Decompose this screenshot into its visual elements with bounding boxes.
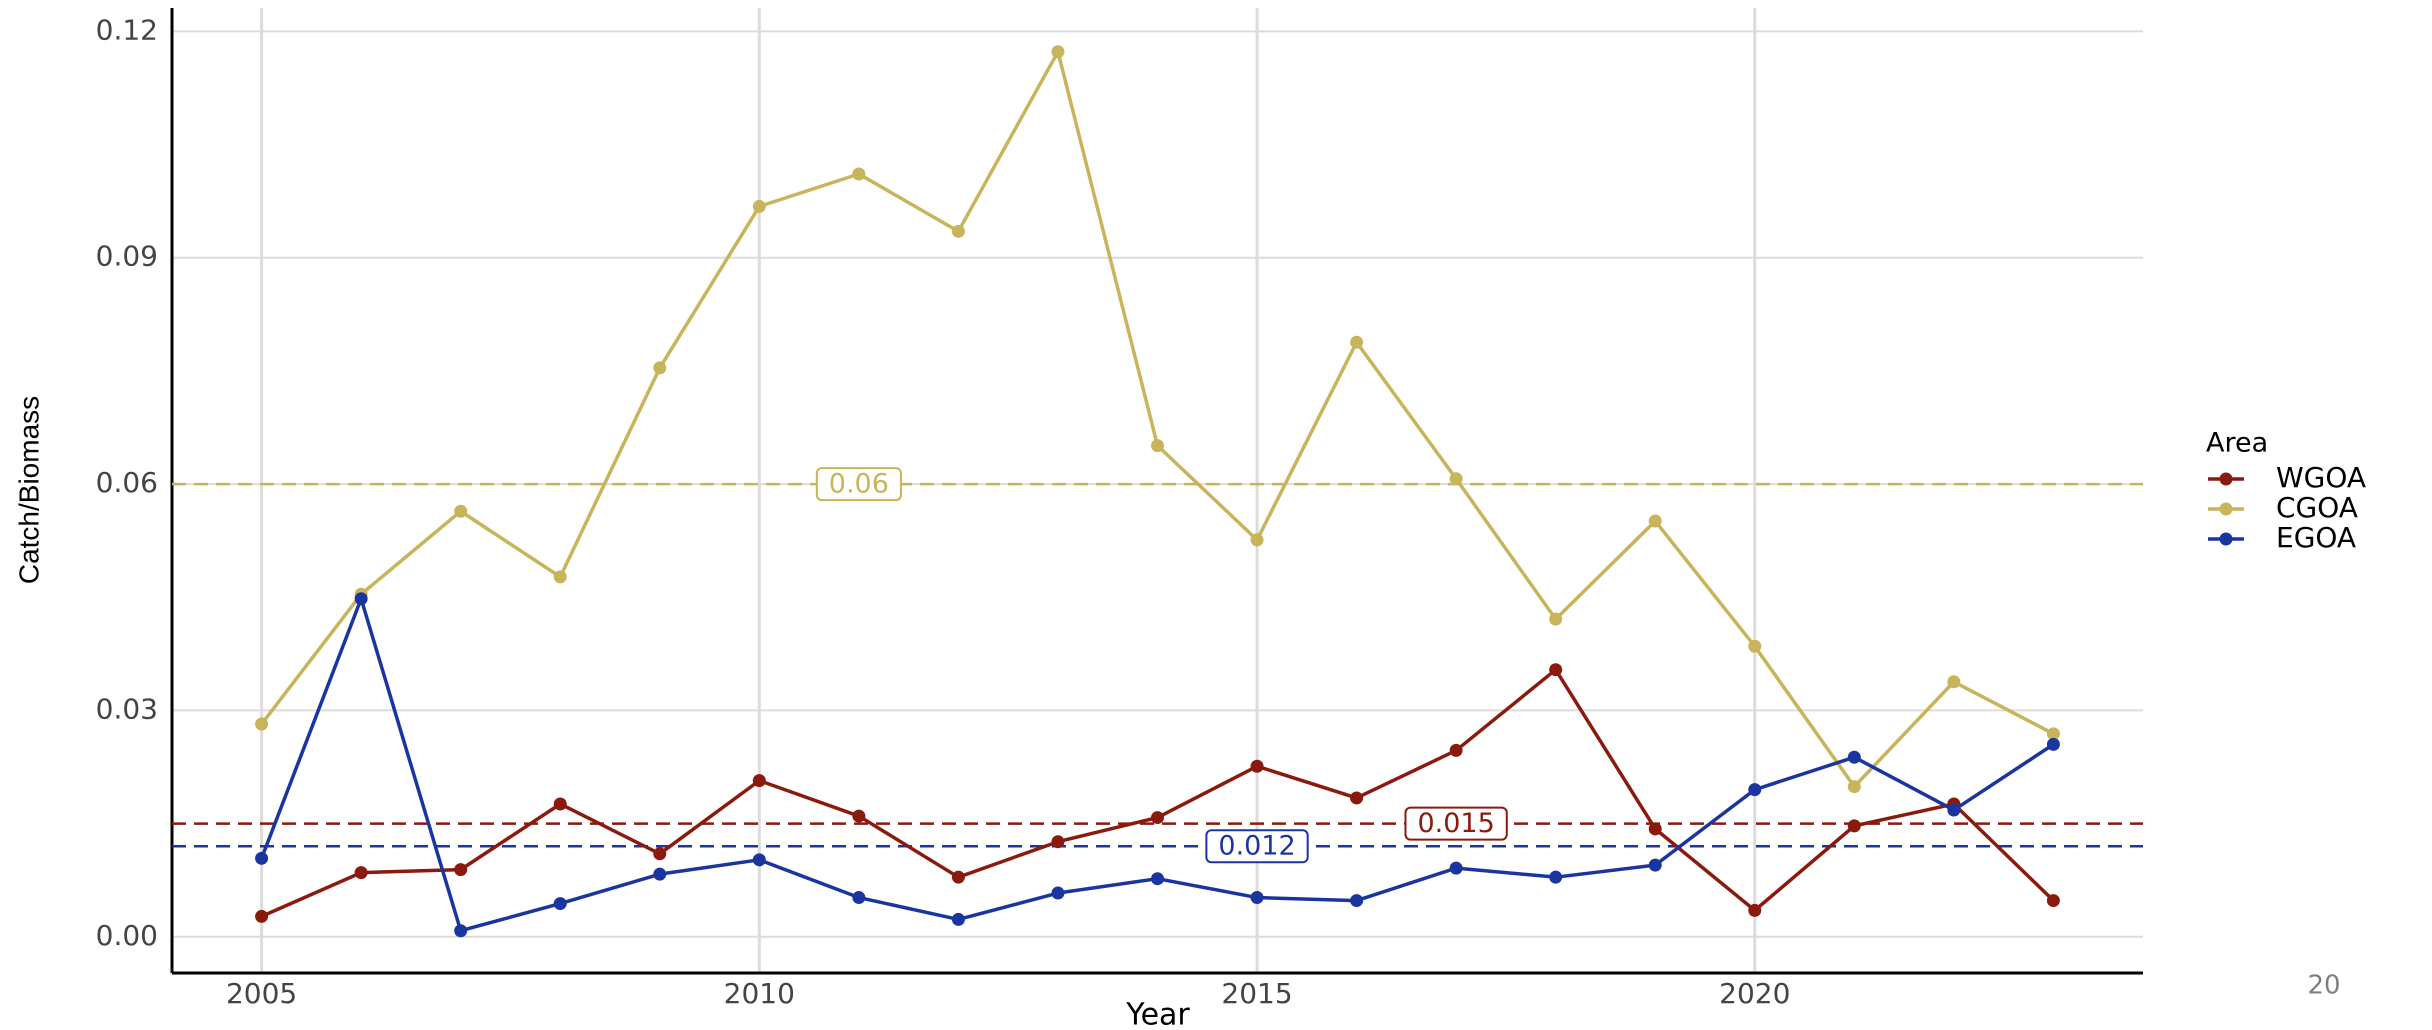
point — [1051, 45, 1065, 59]
point — [1648, 514, 1662, 528]
legend-marker — [2219, 502, 2233, 516]
point — [752, 853, 766, 867]
point — [852, 167, 866, 181]
point — [1151, 811, 1164, 825]
point — [1648, 858, 1662, 872]
reference-value-label: 0.012 — [1218, 831, 1295, 862]
label-box — [1205, 829, 1309, 864]
point — [653, 867, 667, 881]
point — [1648, 822, 1662, 836]
legend-marker — [2219, 532, 2233, 546]
point — [454, 924, 468, 938]
point — [1151, 439, 1164, 453]
label-box — [1404, 806, 1508, 841]
point — [1748, 903, 1762, 917]
legend-marker — [2219, 472, 2233, 486]
point — [1549, 612, 1563, 626]
reference-label: 0.015 — [1404, 806, 1508, 841]
point — [1350, 335, 1364, 349]
point — [653, 361, 667, 375]
x-tick-label: 2020 — [1719, 977, 1790, 1010]
point — [1151, 872, 1164, 886]
reference-label: 0.012 — [1205, 829, 1309, 864]
reference-value-label: 0.06 — [829, 469, 889, 500]
x-tick-label: 2010 — [724, 977, 795, 1010]
point — [1350, 791, 1364, 805]
point — [1051, 886, 1065, 900]
point — [1947, 675, 1961, 689]
series-line — [260, 50, 2055, 789]
point — [255, 717, 269, 731]
point — [454, 863, 468, 877]
point — [354, 592, 368, 606]
y-tick-label: 0.03 — [96, 692, 158, 725]
y-tick-label: 0.06 — [96, 466, 158, 499]
point — [1847, 780, 1861, 794]
point — [653, 847, 667, 861]
point — [1549, 663, 1563, 677]
point — [454, 504, 468, 518]
point — [553, 797, 567, 811]
point — [2046, 894, 2060, 908]
point — [2046, 727, 2060, 741]
legend-label: WGOA — [2276, 461, 2366, 494]
point — [1947, 803, 1961, 817]
label-box — [815, 467, 902, 502]
y-axis-title: Catch/Biomass — [13, 396, 44, 584]
point — [553, 570, 567, 584]
point — [1250, 759, 1264, 773]
y-tick-label: 0.00 — [96, 919, 158, 952]
y-tick-label: 0.09 — [96, 240, 158, 273]
point — [1449, 472, 1463, 486]
point — [2046, 737, 2060, 751]
point — [1449, 861, 1463, 875]
point — [1250, 891, 1264, 905]
point — [951, 912, 965, 926]
point — [1847, 819, 1861, 833]
point — [1748, 639, 1762, 653]
x-tick-label: 2005 — [226, 977, 297, 1010]
page-number: 20 — [2307, 971, 2340, 1001]
x-axis-title: Year — [1125, 998, 1190, 1030]
point — [752, 774, 766, 788]
point — [255, 909, 269, 923]
point — [1250, 533, 1264, 547]
point — [852, 809, 866, 823]
legend-label: CGOA — [2276, 491, 2358, 524]
legend-title: Area — [2206, 428, 2268, 459]
y-tick-label: 0.12 — [96, 13, 158, 46]
point — [1748, 783, 1762, 797]
x-tick-label: 2015 — [1221, 977, 1292, 1010]
point — [553, 897, 567, 911]
point — [1449, 743, 1463, 757]
point — [951, 224, 965, 238]
point — [752, 199, 766, 213]
point — [354, 866, 368, 880]
point — [1350, 894, 1364, 908]
point — [255, 851, 269, 865]
point — [1549, 870, 1563, 884]
legend-label: EGOA — [2276, 521, 2356, 554]
point — [852, 891, 866, 905]
point — [951, 870, 965, 884]
point — [1051, 835, 1065, 849]
reference-label: 0.06 — [815, 467, 902, 502]
reference-value-label: 0.015 — [1417, 808, 1494, 839]
point — [1847, 750, 1861, 764]
